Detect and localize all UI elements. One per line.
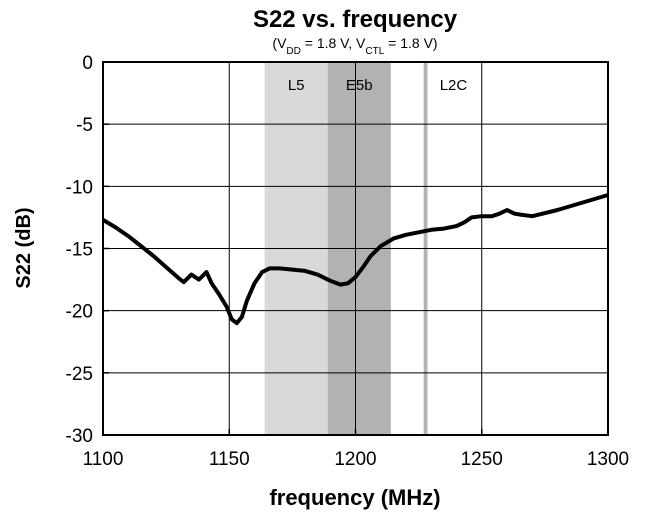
y-tick-label: -10 [66, 177, 93, 198]
chart-subtitle: (VDD = 1.8 V, VCTL = 1.8 V) [272, 35, 437, 57]
x-tick-label: 1250 [461, 449, 503, 470]
subtitle-part: (V [272, 35, 287, 51]
y-tick-label: -15 [66, 240, 93, 261]
subtitle-part: CTL [365, 46, 384, 57]
x-tick-label: 1300 [587, 449, 629, 470]
band-label: E5b [346, 77, 373, 94]
chart-title: S22 vs. frequency [253, 6, 458, 33]
x-tick-label: 1150 [209, 449, 250, 470]
subtitle-part: = 1.8 V) [384, 35, 437, 51]
x-tick-label: 1100 [83, 449, 124, 470]
line-series [101, 193, 609, 326]
subtitle-part: = 1.8 V, V [301, 35, 366, 51]
band-label: L2C [440, 77, 468, 94]
subtitle-part: DD [286, 46, 300, 57]
y-tick-label: -25 [66, 364, 93, 385]
y-tick-label: -5 [76, 115, 93, 136]
y-tick-label: -20 [66, 302, 93, 323]
x-tick-label: 1200 [334, 449, 376, 470]
y-tick-label: -30 [66, 426, 93, 447]
band-label: L5 [288, 77, 305, 94]
y-tick-label: 0 [82, 53, 93, 74]
y-axis-label: S22 (dB) [13, 207, 35, 288]
plot-frame [102, 61, 609, 436]
x-axis-label: frequency (MHz) [269, 485, 440, 510]
